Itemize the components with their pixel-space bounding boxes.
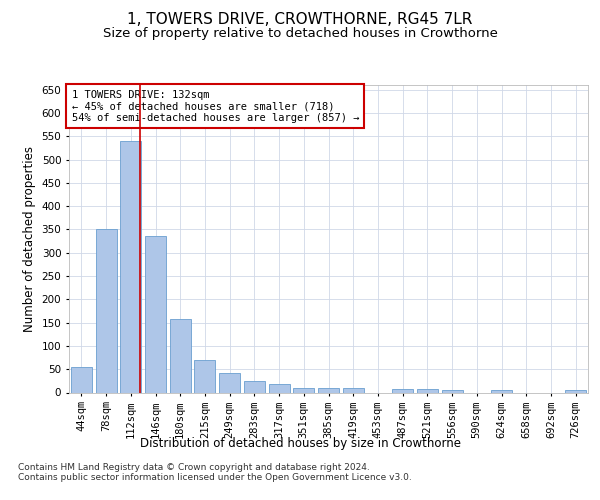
Y-axis label: Number of detached properties: Number of detached properties bbox=[23, 146, 36, 332]
Bar bbox=[565, 390, 586, 392]
Bar bbox=[120, 141, 141, 393]
Bar bbox=[491, 390, 512, 392]
Bar bbox=[95, 228, 116, 392]
Text: 1 TOWERS DRIVE: 132sqm
← 45% of detached houses are smaller (718)
54% of semi-de: 1 TOWERS DRIVE: 132sqm ← 45% of detached… bbox=[71, 90, 359, 123]
Bar bbox=[244, 381, 265, 392]
Bar bbox=[194, 360, 215, 392]
Bar bbox=[145, 236, 166, 392]
Bar bbox=[442, 390, 463, 392]
Text: Size of property relative to detached houses in Crowthorne: Size of property relative to detached ho… bbox=[103, 28, 497, 40]
Text: 1, TOWERS DRIVE, CROWTHORNE, RG45 7LR: 1, TOWERS DRIVE, CROWTHORNE, RG45 7LR bbox=[127, 12, 473, 28]
Bar bbox=[71, 367, 92, 392]
Text: Contains public sector information licensed under the Open Government Licence v3: Contains public sector information licen… bbox=[18, 472, 412, 482]
Bar bbox=[318, 388, 339, 392]
Bar bbox=[219, 373, 240, 392]
Bar bbox=[392, 389, 413, 392]
Bar bbox=[269, 384, 290, 392]
Bar bbox=[293, 388, 314, 392]
Bar bbox=[343, 388, 364, 392]
Text: Contains HM Land Registry data © Crown copyright and database right 2024.: Contains HM Land Registry data © Crown c… bbox=[18, 462, 370, 471]
Bar bbox=[170, 320, 191, 392]
Bar bbox=[417, 389, 438, 392]
Text: Distribution of detached houses by size in Crowthorne: Distribution of detached houses by size … bbox=[139, 438, 461, 450]
